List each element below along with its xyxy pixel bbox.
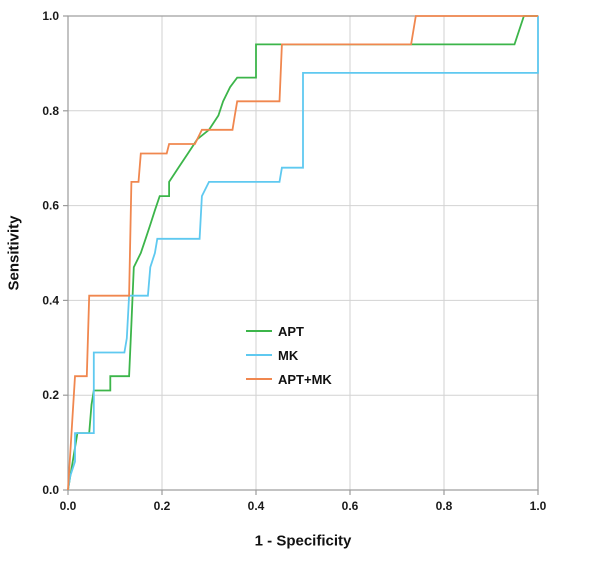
svg-text:0.8: 0.8: [436, 499, 453, 513]
svg-text:0.4: 0.4: [248, 499, 265, 513]
legend-item-mk: MK: [246, 346, 332, 364]
legend-item-apt: APT: [246, 322, 332, 340]
svg-text:0.2: 0.2: [154, 499, 171, 513]
legend-swatch-apt-mk: [246, 378, 272, 380]
svg-text:0.2: 0.2: [42, 388, 59, 402]
svg-text:0.4: 0.4: [42, 293, 59, 307]
legend-label-apt: APT: [278, 323, 304, 339]
svg-text:0.0: 0.0: [42, 483, 59, 497]
legend-label-apt-mk: APT+MK: [278, 371, 332, 387]
legend-label-mk: MK: [278, 347, 299, 363]
legend-swatch-apt: [246, 330, 272, 332]
x-axis-title: 1 - Specificity: [254, 532, 352, 550]
svg-text:0.0: 0.0: [60, 499, 77, 513]
y-axis-title: Sensitivity: [5, 215, 23, 291]
svg-text:0.6: 0.6: [342, 499, 359, 513]
legend-item-apt-mk: APT+MK: [246, 370, 332, 388]
svg-text:0.8: 0.8: [42, 104, 59, 118]
svg-text:1.0: 1.0: [530, 499, 547, 513]
chart-legend: APT MK APT+MK: [246, 322, 332, 388]
svg-text:1.0: 1.0: [42, 9, 59, 23]
legend-swatch-mk: [246, 354, 272, 356]
svg-text:0.6: 0.6: [42, 199, 59, 213]
